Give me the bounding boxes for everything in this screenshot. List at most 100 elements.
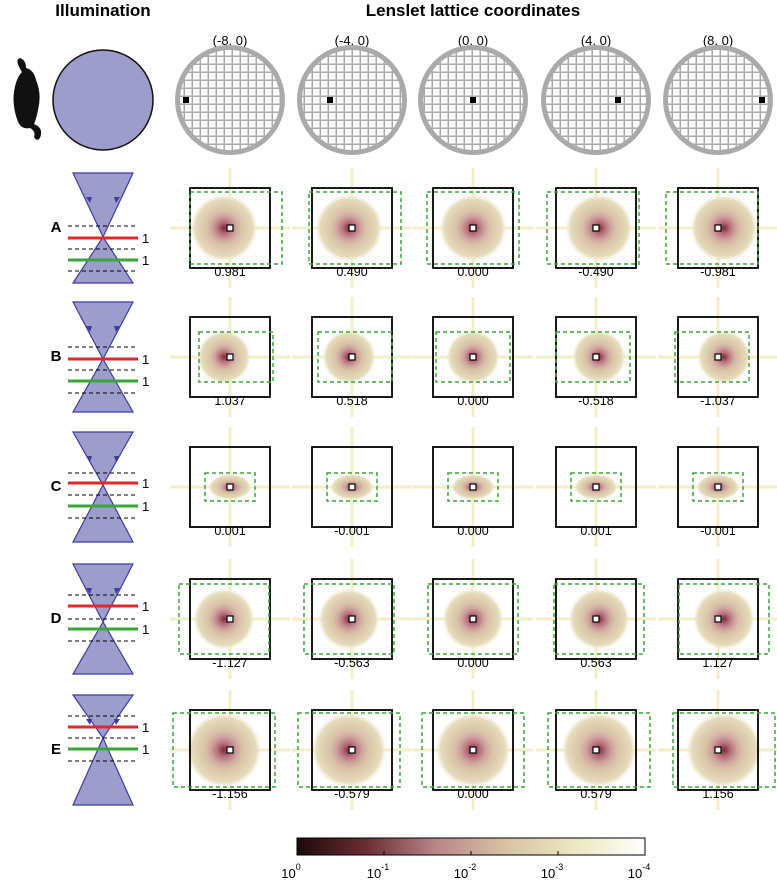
footprint-box <box>553 583 645 655</box>
psf-halo <box>690 194 758 262</box>
cell-value: 0.001 <box>580 524 611 538</box>
colorbar-tick-label: 10-3 <box>541 862 563 881</box>
tick-exponent: -2 <box>468 862 476 872</box>
footprint-box <box>435 331 511 383</box>
cell-value: 0.000 <box>457 787 488 801</box>
psf-center <box>469 353 477 361</box>
psf-center <box>226 224 234 232</box>
cell-value: -1.156 <box>212 787 247 801</box>
cone-arrow <box>86 719 120 725</box>
plane-label: 1 <box>142 374 149 389</box>
footprint-box <box>546 191 640 265</box>
psf-center <box>592 483 600 491</box>
psf-halo <box>193 588 255 650</box>
column-label: (8, 0) <box>703 33 733 48</box>
sensor-box <box>189 578 271 660</box>
sensor-box <box>311 187 393 269</box>
psf-center <box>469 746 477 754</box>
sensor-box <box>432 316 514 398</box>
sensor-box <box>311 578 393 660</box>
sensor-box <box>432 446 514 528</box>
lattice-title: Lenslet lattice coordinates <box>366 1 580 20</box>
row-label: E <box>51 741 61 758</box>
cell-value: -0.001 <box>334 524 369 538</box>
footprint-box <box>326 472 378 502</box>
mouse-icon <box>13 58 42 140</box>
footprint-box <box>303 583 395 655</box>
psf-center <box>348 353 356 361</box>
cone <box>71 172 135 284</box>
cone-arrow <box>86 197 120 203</box>
psf-halo <box>186 712 262 788</box>
sensor-box <box>432 709 514 791</box>
psf-center <box>226 615 234 623</box>
cell-value: -0.001 <box>700 524 735 538</box>
plane-label: 1 <box>142 231 149 246</box>
row-label: C <box>51 478 62 495</box>
row-label: A <box>51 219 62 236</box>
tick-base: 10 <box>541 866 555 881</box>
plane-label: 1 <box>142 499 149 514</box>
psf-center <box>469 615 477 623</box>
cell-value: 0.579 <box>580 787 611 801</box>
row-label: B <box>51 348 62 365</box>
footprint-box <box>672 712 776 788</box>
lattice-grid <box>180 50 280 150</box>
tick-base: 10 <box>454 866 468 881</box>
footprint-box <box>198 331 274 383</box>
footprint-box <box>547 712 651 788</box>
lattice-grid <box>546 50 646 150</box>
cell-value: -0.579 <box>334 787 369 801</box>
column-label: (-8, 0) <box>213 33 248 48</box>
psf-center <box>226 746 234 754</box>
psf-center <box>592 224 600 232</box>
footprint-box <box>678 583 770 655</box>
footprint-box <box>692 472 744 502</box>
footprint-box <box>308 191 402 265</box>
psf-center <box>226 483 234 491</box>
footprint-box <box>426 191 520 265</box>
cell-value: 0.490 <box>336 265 367 279</box>
psf-halo <box>190 194 258 262</box>
lattice-marker <box>615 97 621 103</box>
tick-exponent: -4 <box>642 862 650 872</box>
cell-value: 0.000 <box>457 656 488 670</box>
footprint-box <box>317 331 393 383</box>
sensor-box <box>555 187 637 269</box>
cone-arrow <box>86 456 120 462</box>
lattice-marker <box>183 97 189 103</box>
cell-value: -1.037 <box>700 394 735 408</box>
sensor-box <box>311 446 393 528</box>
footprint-box <box>570 472 622 502</box>
footprint-box <box>172 712 276 788</box>
psf-center <box>714 483 722 491</box>
sensor-box <box>189 316 271 398</box>
psf-center <box>714 224 722 232</box>
cone-arrow <box>86 326 120 332</box>
cell-value: 0.981 <box>214 265 245 279</box>
footprint-box <box>665 191 759 265</box>
cell-value: 0.001 <box>214 524 245 538</box>
sensor-box <box>677 446 759 528</box>
psf-center <box>348 746 356 754</box>
plane-label: 1 <box>142 622 149 637</box>
lattice-marker <box>759 97 765 103</box>
psf-center <box>469 224 477 232</box>
tick-exponent: 0 <box>296 862 301 872</box>
sensor-box <box>677 709 759 791</box>
sensor-box <box>555 446 637 528</box>
sensor-box <box>555 709 637 791</box>
sensor-box <box>189 709 271 791</box>
cell-value: 1.156 <box>702 787 733 801</box>
cell-value: 0.563 <box>580 656 611 670</box>
row-label: D <box>51 610 62 627</box>
sensor-box <box>189 187 271 269</box>
plane-label: 1 <box>142 599 149 614</box>
illumination-title: Illumination <box>55 1 150 20</box>
plane-label: 1 <box>142 720 149 735</box>
cell-value: 0.518 <box>336 394 367 408</box>
cell-value: -0.563 <box>334 656 369 670</box>
psf-halo <box>693 588 755 650</box>
psf-center <box>226 353 234 361</box>
